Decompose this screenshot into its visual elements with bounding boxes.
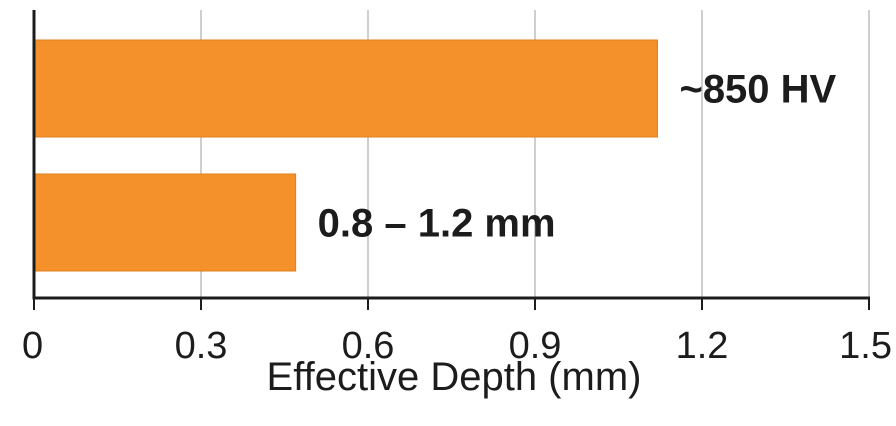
bar-1	[33, 39, 658, 138]
x-tick-label-1.5: 1.5	[839, 325, 892, 367]
axes	[32, 10, 870, 300]
bar-2	[33, 173, 297, 272]
x-axis-title: Effective Depth (mm)	[267, 355, 642, 399]
x-tick-label-1.2: 1.2	[676, 325, 729, 367]
bar-1-label: ~850 HV	[679, 68, 836, 112]
x-tick-labels: 0 0.3 0.6 0.9 1.2 1.5	[22, 325, 892, 367]
x-tick-label-0.3: 0.3	[175, 325, 228, 367]
x-tick-label-0.9: 0.9	[509, 325, 562, 367]
bar-2-label: 0.8 – 1.2 mm	[318, 202, 556, 246]
x-tick-label-0: 0	[22, 325, 43, 367]
x-tick-label-0.6: 0.6	[342, 325, 395, 367]
data-labels: ~850 HV 0.8 – 1.2 mm	[318, 68, 837, 246]
x-ticks	[33, 298, 870, 310]
